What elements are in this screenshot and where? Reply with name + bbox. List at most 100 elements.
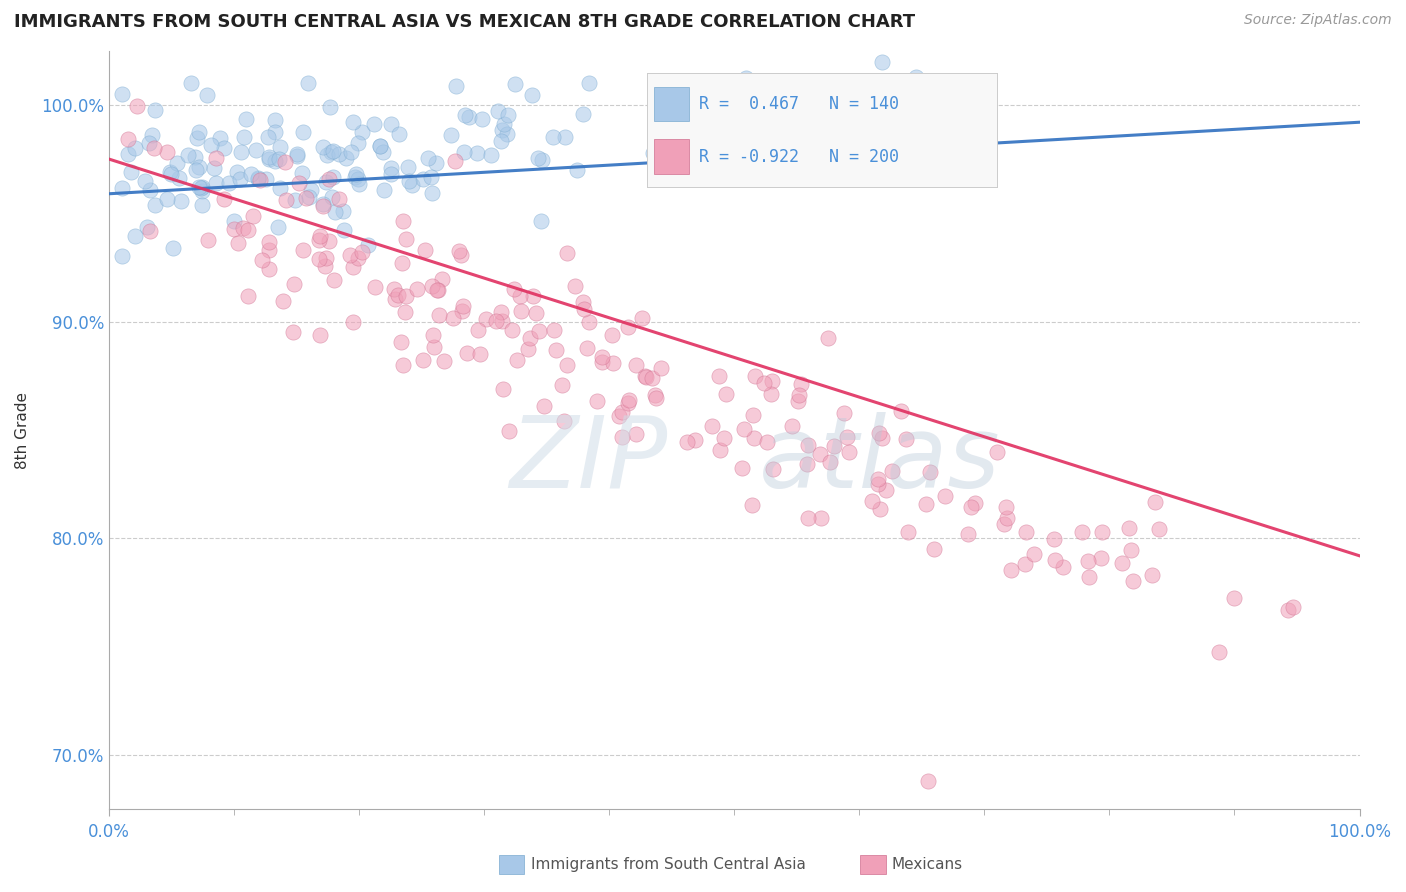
Point [1014,557,1036,571]
Point [315,252,337,266]
Point [449,244,471,258]
Point [761,387,783,401]
Point [291,166,314,180]
Point [350,125,373,139]
Point [138,136,160,151]
Point [238,223,260,237]
Point [309,229,332,244]
Point [860,494,883,508]
Point [297,76,319,90]
Point [1000,563,1022,577]
Point [762,462,785,476]
Point [187,125,209,139]
Point [202,161,225,175]
Point [346,172,368,186]
Point [267,220,290,235]
Point [564,279,586,293]
Point [292,125,315,139]
Point [422,328,444,343]
Point [401,178,423,193]
Point [572,107,595,121]
Point [624,427,647,442]
Point [995,500,1018,514]
Point [734,70,756,85]
Point [139,224,162,238]
Point [543,323,565,337]
Point [489,305,512,319]
Point [191,198,214,212]
Point [709,369,731,384]
Point [200,137,222,152]
Point [870,431,893,445]
Point [191,184,214,198]
Point [631,311,654,326]
Point [516,343,538,357]
Point [1078,569,1101,583]
Point [186,162,208,177]
Point [1015,524,1038,539]
Point [602,356,624,370]
Point [494,117,516,131]
Point [245,143,267,157]
Point [761,374,783,388]
Point [546,343,568,357]
Point [134,174,156,188]
Point [347,178,370,192]
Point [190,181,212,195]
Point [413,243,436,257]
Point [1118,521,1140,535]
Point [475,312,498,326]
Point [433,354,456,368]
Point [1223,591,1246,606]
Point [709,443,731,458]
Point [917,774,939,789]
Point [1122,574,1144,588]
Point [533,399,555,413]
Point [503,77,526,91]
Point [897,524,920,539]
Point [111,249,134,263]
Point [986,445,1008,459]
Point [347,136,370,150]
Point [441,311,464,326]
Point [429,308,451,322]
Point [363,117,385,131]
Point [111,87,134,102]
Point [388,127,411,141]
Point [380,161,402,176]
Point [239,167,262,181]
Point [554,130,576,145]
Point [714,387,737,401]
Point [222,213,245,227]
Point [167,171,190,186]
Point [755,435,778,450]
Point [135,220,157,235]
Point [1119,543,1142,558]
Point [370,139,392,153]
Point [492,382,515,396]
Point [328,193,350,207]
Point [572,294,595,309]
Point [498,424,520,438]
Point [868,426,890,441]
Point [291,243,314,257]
Point [607,409,630,423]
Text: IMMIGRANTS FROM SOUTH CENTRAL ASIA VS MEXICAN 8TH GRADE CORRELATION CHART: IMMIGRANTS FROM SOUTH CENTRAL ASIA VS ME… [14,13,915,31]
Point [489,134,512,148]
Point [323,205,346,219]
Point [395,289,418,303]
Point [333,223,356,237]
Point [312,140,335,154]
Point [264,112,287,127]
Point [485,313,508,327]
Point [316,147,339,161]
Point [1090,551,1112,566]
Point [1024,547,1046,561]
Point [586,394,609,409]
Point [229,145,252,159]
Point [250,252,273,267]
Point [731,461,754,475]
Point [335,151,357,165]
Point [271,293,294,308]
Point [357,238,380,252]
